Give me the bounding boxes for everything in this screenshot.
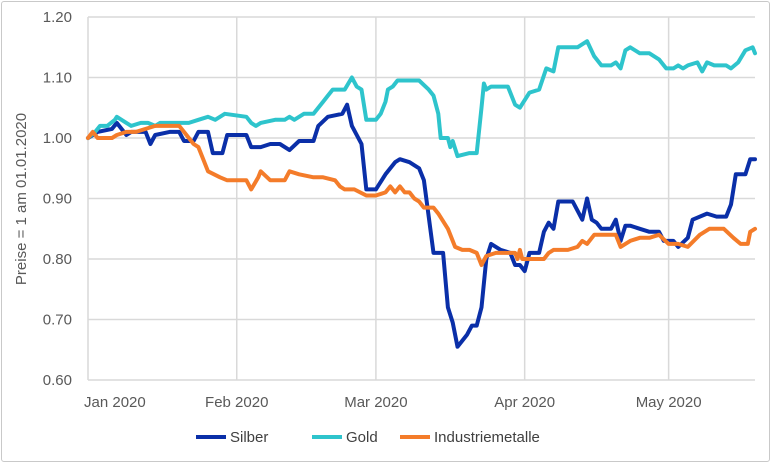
y-tick-label: 0.70 xyxy=(43,312,72,329)
legend-label: Silber xyxy=(230,429,268,446)
series-lines xyxy=(86,39,757,349)
y-tick-label: 0.60 xyxy=(43,372,72,389)
x-tick-label: May 2020 xyxy=(636,394,702,411)
y-tick-label: 1.20 xyxy=(43,9,72,26)
y-axis-label: Preise = 1 am 01.01.2020 xyxy=(13,113,30,285)
y-tick-label: 1.00 xyxy=(43,130,72,147)
legend-label: Industriemetalle xyxy=(434,429,540,446)
series-line-industriemetalle xyxy=(86,123,757,267)
y-axis-ticks: 0.60 0.70 0.80 0.90 1.00 1.10 1.20 xyxy=(43,9,72,389)
legend-label: Gold xyxy=(346,429,378,446)
series-line-gold xyxy=(86,39,757,159)
x-tick-label: Feb 2020 xyxy=(205,394,268,411)
x-axis-ticks: Jan 2020 Feb 2020 Mar 2020 Apr 2020 May 2020 xyxy=(84,394,702,411)
gridlines xyxy=(87,16,755,381)
x-tick-label: Jan 2020 xyxy=(84,394,146,411)
legend: Silber Gold Industriemetalle xyxy=(196,429,540,446)
y-tick-label: 0.80 xyxy=(43,251,72,268)
x-tick-label: Mar 2020 xyxy=(344,394,407,411)
x-tick-label: Apr 2020 xyxy=(494,394,555,411)
y-tick-label: 1.10 xyxy=(43,70,72,87)
y-tick-label: 0.90 xyxy=(43,191,72,208)
series-line-silber xyxy=(86,102,757,349)
